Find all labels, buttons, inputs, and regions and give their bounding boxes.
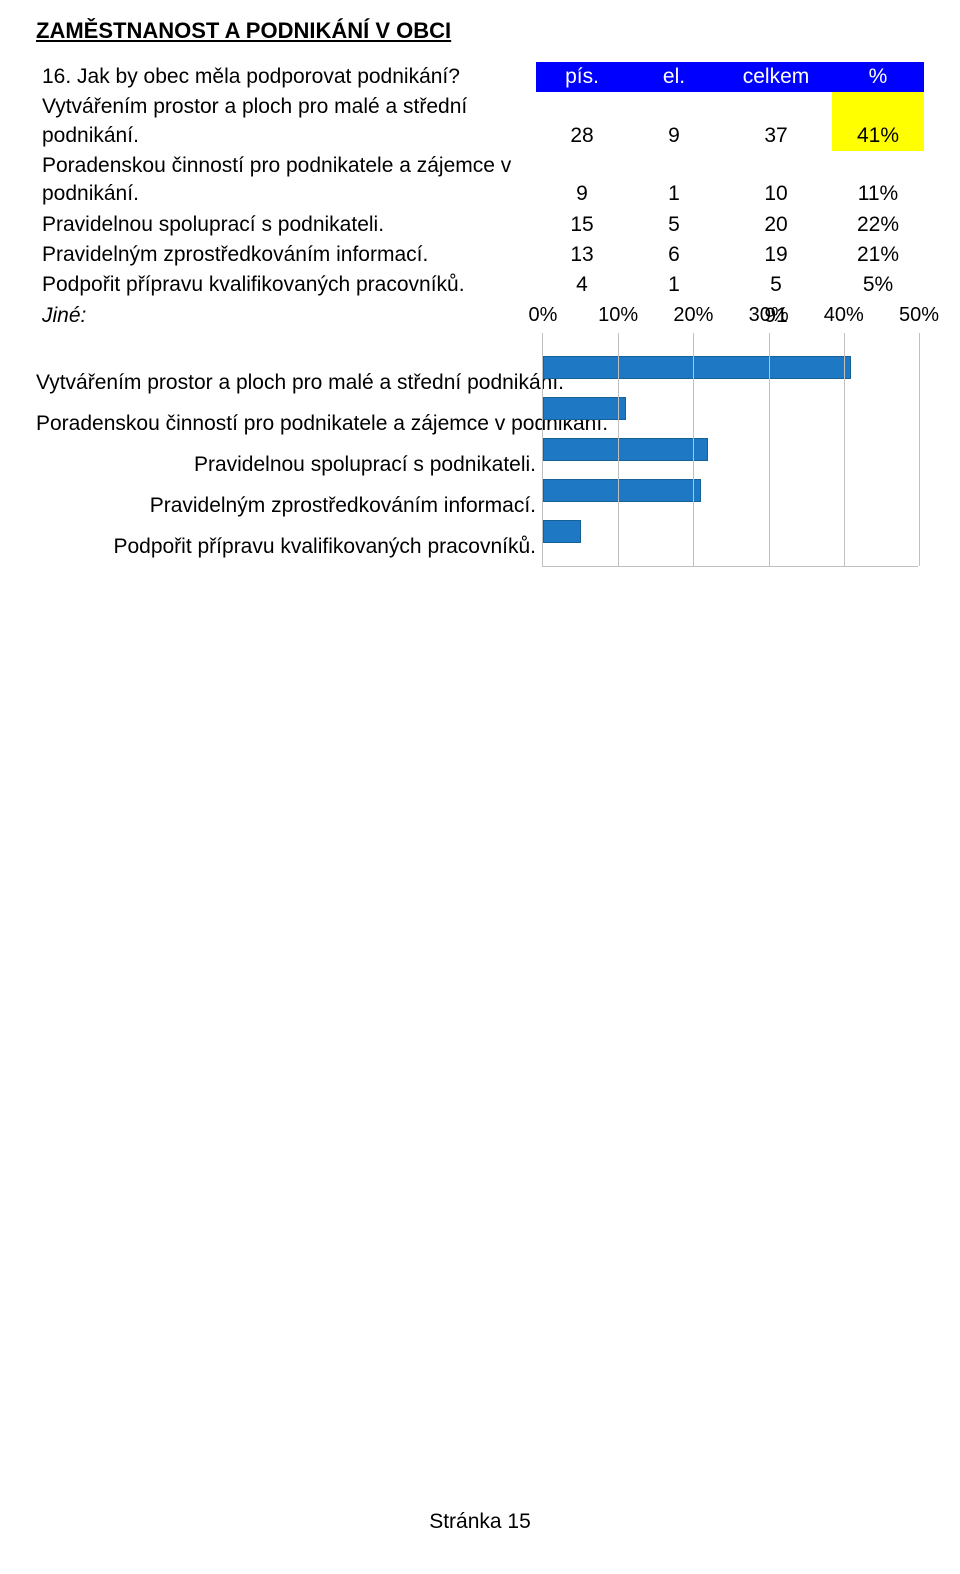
table-row: Vytvářením prostor a ploch pro malé a st… bbox=[36, 92, 924, 151]
x-tick-label: 10% bbox=[598, 304, 638, 327]
row-label: Podpořit přípravu kvalifikovaných pracov… bbox=[36, 270, 536, 300]
row-pis: 28 bbox=[536, 92, 628, 151]
chart-y-label: Pravidelným zprostředkováním informací. bbox=[36, 485, 536, 526]
gridline bbox=[618, 333, 619, 566]
chart-x-axis: 0%10%20%30%40%50% bbox=[543, 304, 918, 333]
row-pct: 11% bbox=[832, 151, 924, 210]
x-tick-label: 30% bbox=[749, 304, 789, 327]
row-pct: 22% bbox=[832, 210, 924, 240]
x-tick-label: 40% bbox=[824, 304, 864, 327]
gridline bbox=[844, 333, 845, 566]
jine-label: Jiné: bbox=[36, 301, 536, 331]
chart-bar bbox=[543, 397, 626, 420]
row-pis: 13 bbox=[536, 240, 628, 270]
chart-bar bbox=[543, 479, 701, 502]
col-header-celkem: celkem bbox=[720, 62, 832, 92]
col-header-pis: pís. bbox=[536, 62, 628, 92]
row-pct: 41% bbox=[832, 92, 924, 151]
row-label: Poradenskou činností pro podnikatele a z… bbox=[36, 151, 536, 210]
row-el: 1 bbox=[628, 151, 720, 210]
row-pis: 4 bbox=[536, 270, 628, 300]
page-footer: Stránka 15 bbox=[0, 1510, 960, 1534]
chart-bar bbox=[543, 356, 851, 379]
col-header-el: el. bbox=[628, 62, 720, 92]
chart-bar bbox=[543, 438, 708, 461]
chart-bars bbox=[543, 333, 918, 566]
table-row: Podpořit přípravu kvalifikovaných pracov… bbox=[36, 270, 924, 300]
row-celkem: 10 bbox=[720, 151, 832, 210]
question-cell: 16. Jak by obec měla podporovat podnikán… bbox=[36, 62, 536, 92]
chart-y-labels: Vytvářením prostor a ploch pro malé a st… bbox=[36, 333, 542, 567]
row-pct: 5% bbox=[832, 270, 924, 300]
chart-y-label: Pravidelnou spoluprací s podnikateli. bbox=[36, 444, 536, 485]
row-label: Vytvářením prostor a ploch pro malé a st… bbox=[36, 92, 536, 151]
row-pis: 9 bbox=[536, 151, 628, 210]
row-celkem: 19 bbox=[720, 240, 832, 270]
row-pis: 15 bbox=[536, 210, 628, 240]
x-tick-label: 0% bbox=[529, 304, 558, 327]
x-tick-label: 20% bbox=[673, 304, 713, 327]
table-row: Pravidelným zprostředkováním informací.1… bbox=[36, 240, 924, 270]
gridline bbox=[769, 333, 770, 566]
row-celkem: 37 bbox=[720, 92, 832, 151]
gridline bbox=[693, 333, 694, 566]
chart-y-label: Vytvářením prostor a ploch pro malé a st… bbox=[36, 362, 536, 403]
x-tick-label: 50% bbox=[899, 304, 939, 327]
row-el: 1 bbox=[628, 270, 720, 300]
row-el: 6 bbox=[628, 240, 720, 270]
table-header-row: 16. Jak by obec měla podporovat podnikán… bbox=[36, 62, 924, 92]
data-table: 16. Jak by obec měla podporovat podnikán… bbox=[36, 62, 924, 331]
chart-plot-area: 0%10%20%30%40%50% bbox=[542, 333, 918, 567]
section-title: ZAMĚSTNANOST A PODNIKÁNÍ V OBCI bbox=[36, 18, 924, 44]
table-row: Pravidelnou spoluprací s podnikateli.155… bbox=[36, 210, 924, 240]
col-header-pct: % bbox=[832, 62, 924, 92]
row-celkem: 20 bbox=[720, 210, 832, 240]
row-el: 5 bbox=[628, 210, 720, 240]
chart-y-label: Poradenskou činností pro podnikatele a z… bbox=[36, 403, 536, 444]
chart: Vytvářením prostor a ploch pro malé a st… bbox=[36, 333, 924, 567]
row-label: Pravidelnou spoluprací s podnikateli. bbox=[36, 210, 536, 240]
table-row: Poradenskou činností pro podnikatele a z… bbox=[36, 151, 924, 210]
chart-y-label: Podpořit přípravu kvalifikovaných pracov… bbox=[36, 526, 536, 567]
row-pct: 21% bbox=[832, 240, 924, 270]
chart-bar bbox=[543, 520, 581, 543]
row-celkem: 5 bbox=[720, 270, 832, 300]
row-el: 9 bbox=[628, 92, 720, 151]
row-label: Pravidelným zprostředkováním informací. bbox=[36, 240, 536, 270]
gridline bbox=[919, 333, 920, 566]
